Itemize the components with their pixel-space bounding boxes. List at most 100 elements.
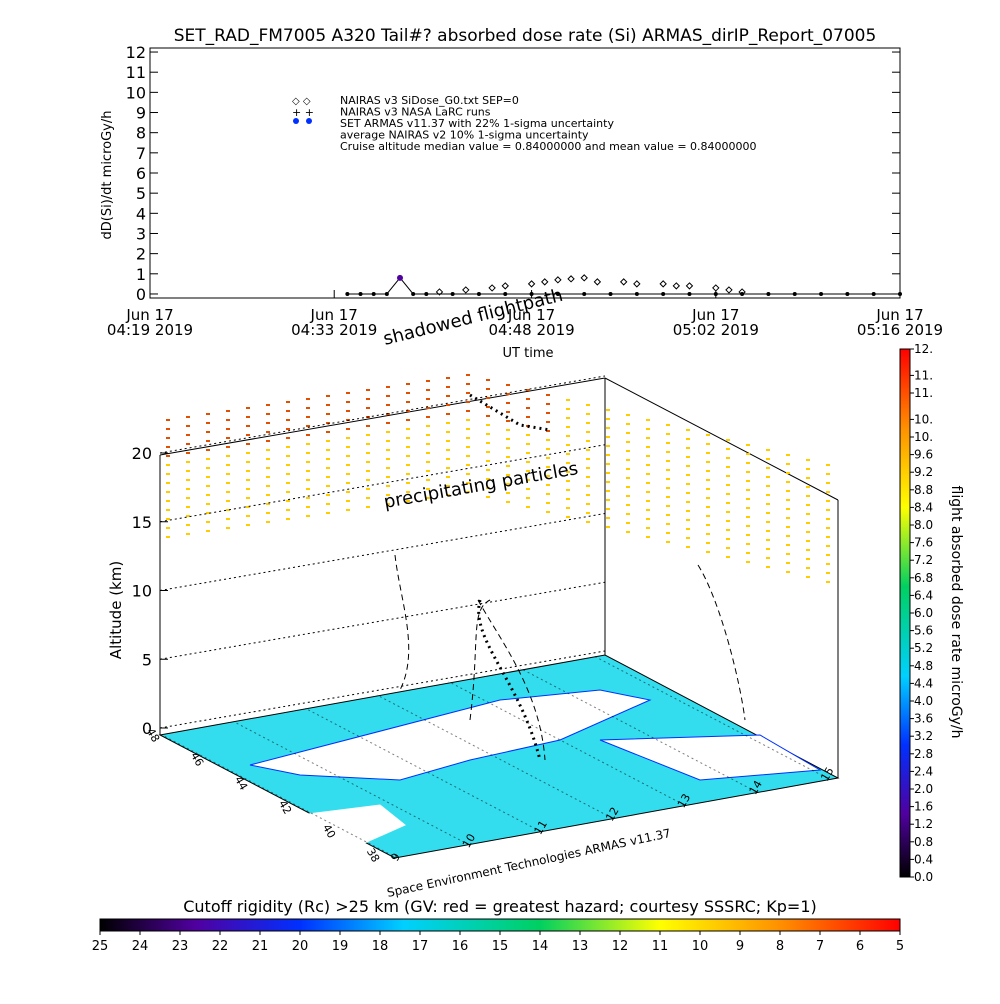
y-tick-label: 5 [136,184,146,203]
data-point [687,291,692,296]
lon-tick-label: 13 [675,792,693,811]
y-tick-label: 12 [126,43,146,62]
x-tick-label: Jun 17 [310,306,358,324]
lon-tick-label: 10 [460,832,478,851]
grid-line [305,707,541,832]
z-tick-label: 10 [132,582,152,601]
data-point [435,288,444,296]
colorbar-tick-label: 10. [914,430,933,444]
y-tick-label: 1 [136,265,146,284]
data-point [555,291,560,296]
z-axis-label: Altitude (km) [107,561,125,659]
legend-entry: NAIRAS v3 NASA LaRC runs [340,106,491,119]
grid-line [159,444,606,523]
data-point [503,291,508,296]
plot-frame [149,47,901,299]
colorbar-tick-label: 5.2 [914,641,933,655]
data-point [411,291,416,296]
data-point [567,275,575,283]
x-tick-label: Jun 17 [875,306,923,324]
data-point [593,278,602,286]
colorbar-tick-label: 22 [212,939,229,954]
data-point [766,291,771,296]
data-point [740,291,745,296]
colorbar-tick-label: 7 [816,939,824,954]
colorbar-tick-label: 0.0 [914,870,933,884]
data-point [661,291,666,296]
y-tick-label: 9 [136,104,146,123]
lat-tick-label: 46 [188,750,206,769]
legend-entry: Cruise altitude median value = 0.8400000… [340,140,757,153]
legend-entry: average NAIRAS v2 10% 1-sigma uncertaint… [340,129,589,142]
data-point [384,291,389,296]
chart-title: SET_RAD_FM7005 A320 Tail#? absorbed dose… [174,26,877,46]
scene-frame [158,377,840,859]
colorbar-tick-label: 4.8 [914,659,933,673]
data-point [397,274,403,281]
lat-tick-label: 40 [320,822,338,841]
flight-path [469,393,551,761]
data-point [871,291,876,296]
colorbar-tick-label: 23 [172,939,189,954]
data-point [672,282,681,290]
colorbar-tick-label: 9.6 [914,448,933,462]
grid-line [159,375,606,454]
grid-line [520,667,756,792]
y-tick-label: 10 [126,83,146,102]
grid-line [448,681,684,806]
flight-shadow [394,554,746,761]
colorbar-tick-label: 1.2 [914,817,933,831]
data-point [685,282,694,290]
colorbar-tick-label: 6.8 [914,571,933,585]
colorbar-tick-label: 12. [914,342,933,356]
x-tick-label: 04:19 2019 [107,321,193,339]
data-point [501,282,509,290]
data-point [819,291,824,296]
data-point [634,291,639,296]
colorbar-tick-label: 8.8 [914,483,933,497]
data-point [845,291,850,296]
y-tick-label: 11 [126,63,146,82]
colorbar-tick-label: 15 [492,939,509,954]
lon-tick-label: 14 [747,778,765,797]
colorbar-tick-label: 5 [896,939,904,954]
y-tick-label: 4 [136,204,146,223]
colorbar-tick-label: 8 [776,939,784,954]
colorbar-tick-label: 6 [856,939,864,954]
colorbar-tick-label: 11 [652,939,669,954]
grid-line [161,734,398,859]
y-tick-label: 2 [136,245,146,264]
y-tick-label: 0 [136,285,146,304]
data-point [712,284,720,292]
colorbar-tick-label: 10. [914,412,933,426]
x-tick-label: Jun 17 [125,306,173,324]
grid-line [159,650,606,729]
data-point [424,291,429,296]
data-point [582,291,587,296]
colorbar-tick-label: 4.4 [914,676,933,690]
colorbar-tick-label: 0.4 [914,852,933,866]
x-tick-label: 05:16 2019 [857,321,943,339]
y-tick-label: 8 [136,124,146,143]
data-point [345,291,350,296]
data-point [659,280,667,288]
data-point [527,280,536,288]
colorbar-tick-label: 1.6 [914,800,933,814]
z-tick-label: 5 [142,650,152,669]
y-tick-label: 3 [136,224,146,243]
colorbar-tick-label: 5.6 [914,624,933,638]
colorbar-tick-label: 6.0 [914,606,933,620]
colorbar-tick-label: 8.0 [914,518,933,532]
colorbar-tick-label: 4.0 [914,694,933,708]
colorbar-tick-label: 13 [572,939,589,954]
data-point [898,291,902,296]
colorbar-tick-label: 20 [292,939,309,954]
z-tick-label: 15 [132,513,152,532]
grid-line [376,694,613,819]
lat-tick-label: 42 [276,798,294,817]
legend-symbol [293,118,299,124]
legend-symbol: + + [292,106,314,119]
data-point [371,291,376,296]
data-point [450,291,455,296]
